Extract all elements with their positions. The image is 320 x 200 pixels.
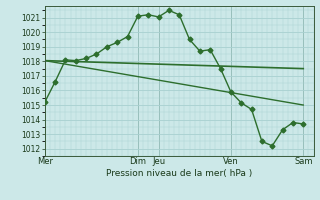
X-axis label: Pression niveau de la mer( hPa ): Pression niveau de la mer( hPa ) [106,169,252,178]
